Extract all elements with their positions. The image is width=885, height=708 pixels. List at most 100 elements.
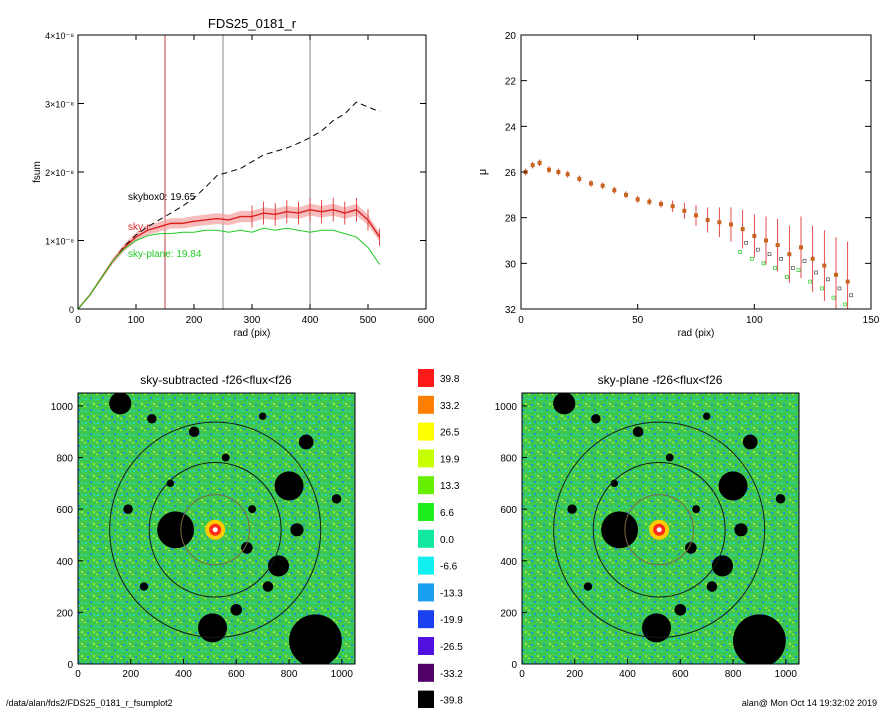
profile-point-sky-plane (773, 266, 778, 270)
profile-point (810, 256, 815, 261)
x-tick-label: 800 (725, 669, 742, 680)
profile-point-skybox0 (826, 277, 830, 282)
x-tick-label: 200 (122, 669, 139, 680)
y-tick-label: 800 (500, 454, 517, 465)
masked-source (775, 494, 786, 504)
mu-plot-ylabel: μ (477, 169, 489, 175)
profile-point (577, 176, 582, 181)
x-tick-label: 0 (75, 669, 81, 680)
fsum-plot-marks (78, 35, 381, 309)
profile-point (740, 227, 745, 232)
masked-source (258, 412, 267, 420)
masked-source (188, 426, 200, 437)
masked-source (553, 393, 576, 415)
masked-source (567, 504, 577, 514)
masked-source (702, 412, 711, 420)
annotation-skybox0: skybox0: 19.65 (128, 192, 196, 203)
series-line-skybox0 (78, 101, 380, 309)
profile-point (600, 183, 605, 188)
masked-source (248, 505, 257, 514)
colorbar-label: 26.5 (440, 428, 460, 439)
fsum-plot-frame (77, 34, 427, 310)
galaxy-core-peak (656, 527, 662, 533)
x-tick-label: 0 (519, 669, 525, 680)
profile-point-sky-plane (784, 275, 789, 279)
profile-point-skybox0 (744, 240, 748, 245)
colorbar-label: -13.3 (440, 588, 463, 599)
y-tick-label: 24 (505, 122, 517, 133)
masked-source (262, 581, 274, 592)
masked-source (610, 479, 619, 488)
y-tick-label: 400 (56, 557, 73, 568)
aperture-ellipse (624, 494, 694, 566)
profile-point-sky-plane (761, 261, 766, 266)
x-tick-label: 600 (672, 669, 689, 680)
profile-point (682, 208, 687, 213)
x-tick-label: 300 (244, 315, 261, 326)
y-tick-label: 32 (505, 305, 517, 316)
masked-source (157, 511, 195, 549)
x-tick-label: 1000 (775, 669, 798, 680)
profile-point (659, 201, 663, 206)
masked-source (711, 555, 734, 577)
profile-point-skybox0 (779, 256, 783, 261)
profile-point (635, 197, 640, 202)
x-tick-label: 600 (418, 315, 435, 326)
masked-source (241, 542, 253, 554)
colorbar-label: 33.2 (440, 401, 460, 412)
mu-plot-marks (523, 159, 853, 309)
profile-point (670, 204, 675, 209)
colorbar-swatch (418, 422, 434, 441)
colorbar-swatch (418, 395, 434, 414)
masked-source (718, 471, 748, 501)
aperture-ellipse (592, 462, 726, 598)
sky-plane-map: sky-plane -f26<flux<f26 0 200 400 600 800 100… (495, 373, 800, 680)
colorbar-label: -26.5 (440, 642, 463, 653)
profile-point-skybox0 (849, 293, 853, 298)
colorbar-swatch (418, 503, 434, 521)
aperture-ellipse (180, 494, 250, 566)
profile-point-sky-plane (808, 279, 813, 284)
masked-source (733, 614, 786, 664)
x-tick-label: 0 (518, 315, 524, 326)
aperture-ellipse (109, 421, 322, 638)
profile-point-skybox0 (791, 266, 795, 270)
colorbar-label: 39.8 (440, 374, 460, 385)
sky-subtracted-map-image (78, 393, 355, 664)
masked-source (632, 426, 644, 437)
masked-source (147, 414, 157, 424)
fsum-plot: FDS25_0181_r 0 100 200 300 400 500 600 0 1×10⁻⁸ 2… (32, 16, 435, 339)
mu-plot-xlabel: rad (pix) (678, 328, 715, 339)
x-tick-label: 100 (746, 315, 763, 326)
footer-path: /data/alan/fds2/FDS25_0181_r_fsumplot2 (6, 698, 173, 708)
masked-source (166, 479, 175, 488)
profile-point-skybox0 (814, 270, 818, 275)
x-tick-label: 0 (75, 315, 81, 326)
profile-point-sky-plane (831, 295, 836, 300)
x-tick-label: 800 (281, 669, 298, 680)
x-tick-label: 500 (360, 315, 377, 326)
colorbar-swatch (418, 476, 434, 495)
masked-source (692, 505, 701, 514)
y-tick-label: 1000 (51, 402, 74, 413)
profile-point-skybox0 (767, 252, 772, 256)
colorbar-label: 0.0 (440, 535, 454, 546)
colorbar-label: -6.6 (440, 562, 458, 573)
colorbar-label: -19.9 (440, 615, 463, 626)
colorbar-label: -33.2 (440, 669, 463, 680)
profile-point (530, 163, 535, 168)
colorbar-swatch (418, 637, 434, 655)
masked-source (685, 542, 697, 554)
sky-subtracted-map-frame (77, 392, 356, 665)
aperture-ellipse (553, 421, 766, 638)
masked-source (109, 393, 132, 415)
profile-point (589, 181, 593, 186)
profile-point (547, 167, 551, 172)
fsum-plot-ylabel: fsum (32, 161, 43, 183)
x-tick-label: 400 (302, 315, 319, 326)
colorbar-swatch (418, 690, 434, 708)
x-tick-label: 200 (186, 315, 203, 326)
colorbar-swatch (418, 449, 434, 468)
profile-point-sky-plane (749, 256, 754, 261)
series-line-sky-plane (78, 227, 381, 309)
